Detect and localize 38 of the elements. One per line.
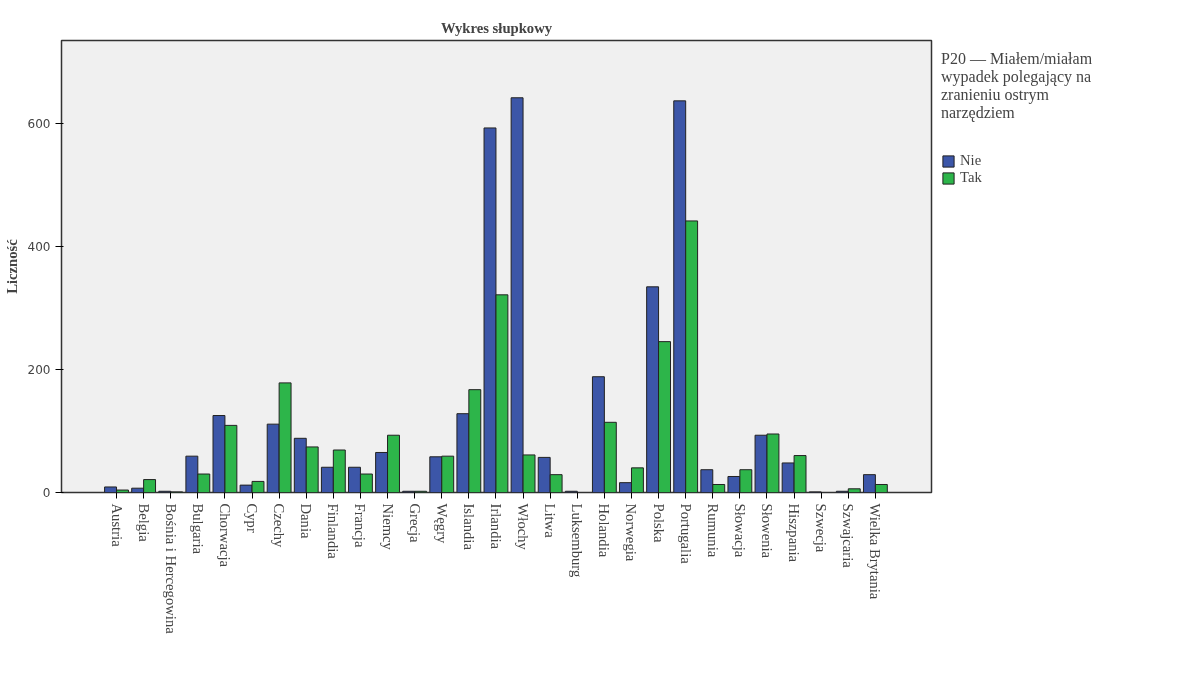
legend-label: Nie	[960, 152, 982, 169]
x-tick-label: Chorwacja	[216, 503, 233, 568]
legend-label: Tak	[960, 169, 982, 186]
x-tick-label: Austria	[108, 503, 125, 548]
x-tick-label: Islandia	[460, 503, 477, 551]
x-tick-label: Wielka Brytania	[867, 503, 884, 600]
x-tick-label: Portugalia	[677, 503, 694, 565]
x-tick-label: Słowenia	[758, 503, 775, 559]
x-tick-label: Grecja	[406, 503, 423, 544]
x-tick-label: Francja	[352, 503, 369, 548]
x-tick-label: Bulgaria	[189, 503, 206, 555]
chart-title: Wykres słupkowy	[440, 19, 553, 36]
legend-title: P20 — Miałem/miałam wypadek polegający na zranieniu ostrym narzędziem	[941, 50, 1093, 122]
x-tick-label: Polska	[650, 503, 667, 544]
y-tick-label: 0	[42, 486, 51, 500]
x-tick-label: Holandia	[596, 503, 613, 558]
x-tick-label: Słowacja	[731, 503, 748, 558]
y-axis-title: Liczność	[3, 238, 20, 294]
y-tick-label: 200	[27, 362, 51, 377]
x-tick-label: Bośnia i Hercegowina	[162, 503, 179, 635]
x-tick-label: Cypr	[244, 503, 261, 533]
y-tick-label: 400	[27, 239, 51, 254]
x-tick-label: Finlandia	[325, 503, 342, 560]
x-tick-label: Niemcy	[379, 503, 396, 551]
x-tick-label: Dania	[298, 503, 315, 539]
y-tick-label: 600	[27, 116, 51, 131]
x-tick-label: Szwecja	[813, 503, 830, 553]
x-tick-label: Rumunia	[704, 503, 721, 558]
x-tick-label: Irlandia	[487, 503, 504, 550]
x-tick-label: Litwa	[542, 503, 559, 539]
x-tick-label: Włochy	[515, 503, 532, 551]
x-tick-label: Belgia	[135, 503, 152, 543]
x-tick-label: Węgry	[433, 503, 450, 545]
x-tick-label: Luksemburg	[569, 503, 586, 578]
x-tick-label: Czechy	[271, 503, 288, 549]
x-tick-label: Hiszpania	[786, 503, 803, 563]
x-tick-label: Szwajcaria	[840, 503, 857, 569]
x-tick-label: Norwegia	[623, 503, 640, 562]
